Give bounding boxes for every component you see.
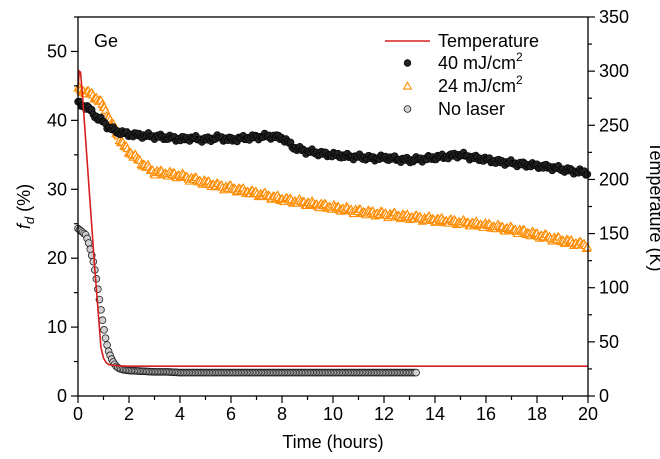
y-right-tick-label: 150 <box>599 224 629 244</box>
y-right-tick-label: 100 <box>599 278 629 298</box>
y-left-tick-label: 10 <box>47 317 67 337</box>
legend-label-temperature: Temperature <box>438 31 539 51</box>
axes-layer: 0 2 4 6 8 10 12 14 16 18 2001020304050050100150200… <box>47 7 629 424</box>
series-nolaser <box>74 224 420 377</box>
legend-marker-nolaser <box>403 105 412 113</box>
y-left-title-main: f <box>14 222 34 229</box>
y-left-tick-label: 20 <box>47 248 67 268</box>
series-s24 <box>73 81 593 253</box>
y-left-tick-label: 0 <box>57 386 67 406</box>
legend-label-base: 24 mJ/cm <box>438 76 516 96</box>
y-left-tick-label: 50 <box>47 41 67 61</box>
legend-label-sup: 2 <box>516 73 523 87</box>
y-right-tick-label: 0 <box>599 386 609 406</box>
legend-label-base: Temperature <box>438 31 539 51</box>
y-right-tick-label: 50 <box>599 332 619 352</box>
x-tick-label: 4 <box>175 404 185 424</box>
x-tick-label: 20 <box>578 404 598 424</box>
legend-label-base: 40 mJ/cm <box>438 53 516 73</box>
legend-marker-s40 <box>403 59 412 67</box>
nolaser-point <box>103 341 111 349</box>
series-temperature <box>77 69 588 368</box>
nolaser-point <box>98 316 107 325</box>
annotation-ge: Ge <box>94 31 118 51</box>
series-s40 <box>74 97 592 179</box>
temperature-line <box>77 69 588 368</box>
y-left-axis-title: fd (%) <box>14 184 37 229</box>
nolaser-point <box>100 326 108 334</box>
y-left-tick-label: 30 <box>47 179 67 199</box>
x-tick-label: 18 <box>527 404 547 424</box>
x-tick-label: 10 <box>323 404 343 424</box>
x-tick-label: 2 <box>124 404 134 424</box>
y-left-tick-label: 40 <box>47 110 67 130</box>
legend-marker-s24 <box>402 81 413 90</box>
x-tick-label: 8 <box>277 404 287 424</box>
x-axis-title: Time (hours) <box>282 432 383 452</box>
x-tick-label: 14 <box>425 404 445 424</box>
nolaser-point <box>101 334 110 342</box>
y-right-axis-title: Temperature (K) <box>646 141 660 271</box>
legend-label-s24: 24 mJ/cm2 <box>438 73 523 96</box>
legend-label-base: No laser <box>438 99 505 119</box>
nolaser-point <box>412 368 420 377</box>
legend-label-nolaser: No laser <box>438 99 505 119</box>
y-right-tick-label: 250 <box>599 115 629 135</box>
y-left-title-sub: d <box>22 216 37 224</box>
nolaser-point <box>84 239 93 247</box>
y-right-tick-label: 300 <box>599 61 629 81</box>
y-left-title-rest: (%) <box>14 184 34 217</box>
x-tick-label: 12 <box>374 404 394 424</box>
series-layer <box>73 69 593 377</box>
y-right-tick-label: 200 <box>599 169 629 189</box>
y-right-tick-label: 350 <box>599 7 629 27</box>
legend-label-s40: 40 mJ/cm2 <box>438 50 523 73</box>
legend-label-sup: 2 <box>516 50 523 64</box>
x-tick-label: 6 <box>226 404 236 424</box>
x-tick-label: 16 <box>476 404 496 424</box>
x-tick-label: 0 <box>73 404 83 424</box>
